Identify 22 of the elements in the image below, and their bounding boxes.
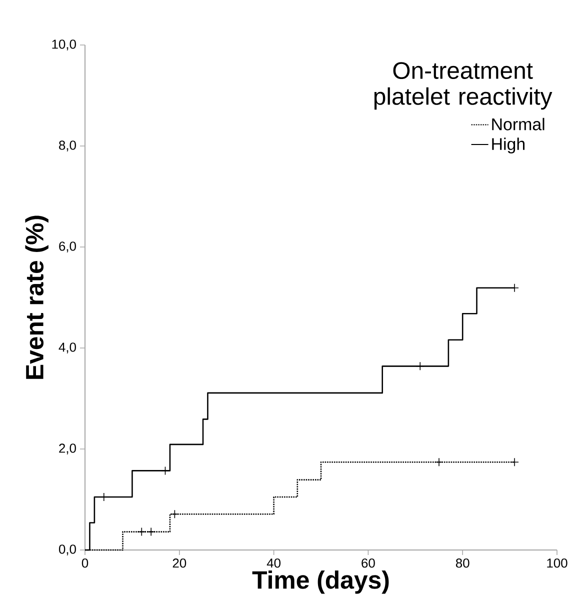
point — [170, 510, 180, 519]
y-tick-label: 8,0 — [59, 140, 76, 152]
x-axis-title: Time (days) — [252, 570, 389, 594]
point — [416, 362, 425, 371]
point — [146, 527, 156, 536]
x-tick-label: 0 — [82, 558, 88, 568]
legend-label: Normal — [492, 118, 544, 130]
point — [160, 466, 170, 476]
y-tick-label: 4,0 — [58, 342, 76, 354]
x-tick-label: 40 — [266, 558, 280, 568]
x-tick-label: 20 — [172, 558, 186, 568]
legend-title: On-treatment platelet reactivity — [374, 62, 552, 110]
point — [137, 527, 146, 536]
y-tick-label: 10,0 — [52, 40, 76, 50]
legend-label: High — [492, 138, 524, 154]
y-axis-title: Event rate (%) — [25, 216, 48, 379]
x-tick-label: 100 — [547, 558, 568, 568]
y-tick-label: 0,0 — [58, 544, 76, 556]
y-tick-label: 6,0 — [59, 242, 76, 252]
x-tick-label: 80 — [456, 558, 470, 568]
y-tick-label: 2,0 — [59, 444, 76, 454]
x-tick-label: 60 — [362, 558, 375, 568]
